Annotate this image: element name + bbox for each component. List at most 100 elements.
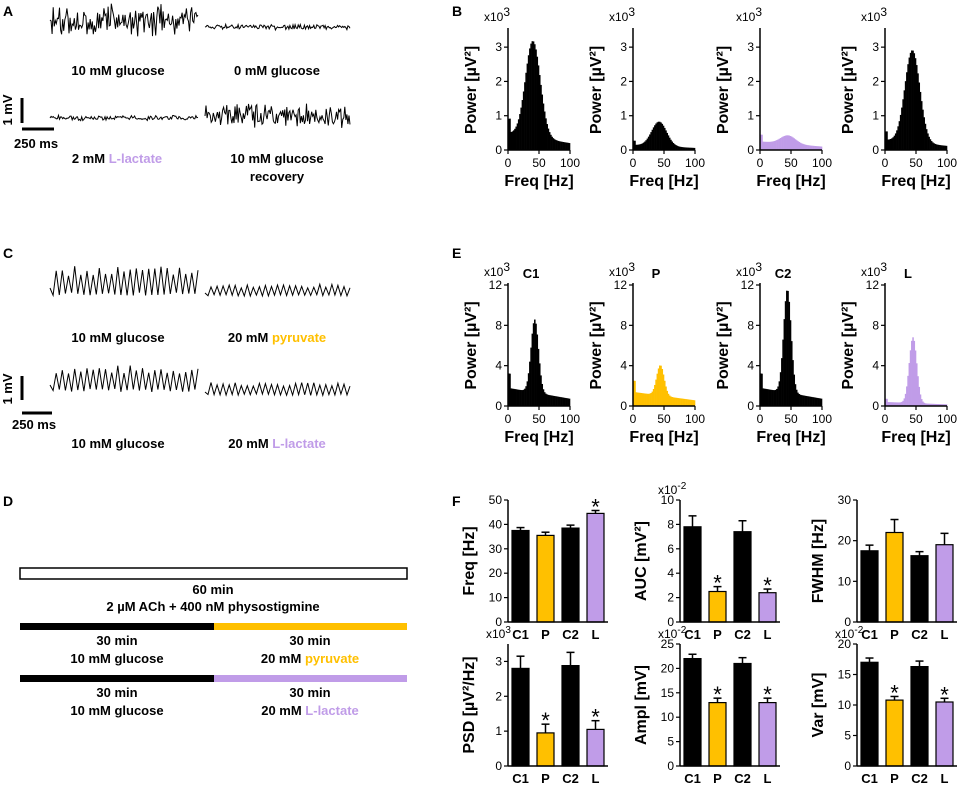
spectrum-bin [636,392,639,406]
category-label: C2 [562,771,579,786]
spectrum-bin [526,381,529,406]
spectrum-bin [809,396,812,406]
spectrum-bin [693,147,696,150]
spectrum-bin [786,290,788,406]
panel-a: 10 mM glucose 0 mM glucose 2 mM L-lactat… [0,3,351,184]
spectrum-bin [939,145,942,150]
spectrum-bin [799,394,802,406]
spectrum-bin [552,138,555,150]
category-label: C2 [911,627,928,642]
scale-exponent: 3 [880,260,887,274]
x-axis-label: Freq [Hz] [881,429,950,446]
protocol-row2-left-time: 30 min [96,633,137,648]
y-tick-label: 30 [489,542,503,556]
spectrum-bin [944,145,947,150]
spectrum-bin [798,394,800,406]
scale-label-c-time: 250 ms [12,417,56,432]
spectrum-bin [885,398,887,406]
category-label: P [890,771,899,786]
spectrum-bin [909,350,912,406]
scale-label: x103 [736,260,762,279]
bar-c2 [561,527,580,623]
spectrum-bin [889,138,892,150]
protocol-ach-desc: 2 µM ACh + 400 nM physostigmine [106,599,319,614]
spectrum-bin [943,404,945,406]
spectrum-bin [782,136,784,150]
label-c-lactate: 20 mM L-lactate [228,436,326,451]
spectrum-bin [515,389,517,406]
spectrum-bin [532,323,535,406]
spectrum-bin [660,122,662,150]
spectrum-bin [546,394,548,406]
spectrum-bin [766,141,768,150]
spectrum-bin [686,399,688,406]
spectrum-bin [893,135,896,150]
spectrum-bin [767,389,769,406]
spectrum-bin [791,136,793,150]
spectrum-bin [894,402,897,406]
spectrum-bin [666,132,669,150]
spectrum-bin [682,147,685,150]
spectrum-b-2: 0 1 2 3 0 50 100 Freq [Hz] Power [µV²] x103 [588,5,705,190]
spectrum-bin [656,122,659,150]
spectrum-bin [906,72,908,150]
spectrum-bin [793,138,796,150]
x-tick-label: 0 [757,412,764,426]
bar-l [586,728,605,767]
y-axis-label: Power [µV²] [715,301,732,389]
spectrum-bin [792,137,794,150]
spectrum-bin [566,142,568,150]
bar-c2 [733,662,752,767]
spectrum-bin [812,397,814,406]
spectrum-bin [935,144,938,150]
y-tick-label: 5 [844,729,851,743]
spectrum-bin [678,146,681,150]
spectrum-bin [652,389,655,406]
bar-l [935,544,954,623]
spectrum-bin [568,143,571,150]
spectrum-bin [691,399,693,406]
spectrum-e-2: 0 4 8 12 0 50 100 Freq [Hz] Power [µV²] x103 P [588,260,705,446]
bar-l [935,701,954,767]
x-tick-label: 0 [630,412,637,426]
scale-exponent: 3 [503,5,510,19]
y-axis-label: FWHM [Hz] [810,519,827,603]
bar-c2 [733,531,752,623]
spectrum-bin [789,320,792,406]
spectrum-bin [814,397,817,406]
spectrum-bin [913,53,916,150]
label-c-pyruvate: 20 mM pyruvate [228,330,326,345]
spectrum-bin [510,132,513,150]
spectrum-bin [764,388,767,406]
y-tick-label: 0 [844,615,851,629]
spectrum-bin [943,145,945,150]
spectrum-bin [519,114,521,150]
spectrum-bin [904,81,907,150]
spectrum-bin [886,398,888,406]
spectrum-bin [897,126,899,150]
spectrum-bin [657,121,660,150]
protocol-row3-left-time: 30 min [96,685,137,700]
spectrum-bin [680,398,682,406]
spectrum-bin [777,139,779,150]
spectrum-bin [925,403,928,406]
y-tick-label: 0 [495,143,502,157]
spectrum-bin [767,141,769,150]
spectrum-bin [766,389,768,406]
spectrum-bin [914,350,917,406]
significance-star: * [591,705,600,730]
y-tick-label: 2 [872,74,879,88]
spectrum-bin [817,397,819,406]
spectrum-bin [659,365,661,406]
spectrum-bin [912,50,914,150]
spectrum-bin [525,386,527,406]
category-label: L [941,771,949,786]
spectrum-bin [639,392,641,406]
spectrum-bin [524,388,526,406]
scale-label: x103 [609,5,635,24]
spectrum-bin [922,401,924,406]
spectrum-bin [512,130,515,150]
spectrum-bin [776,388,778,406]
label-c-10mm-glucose-1: 10 mM glucose [71,330,164,345]
